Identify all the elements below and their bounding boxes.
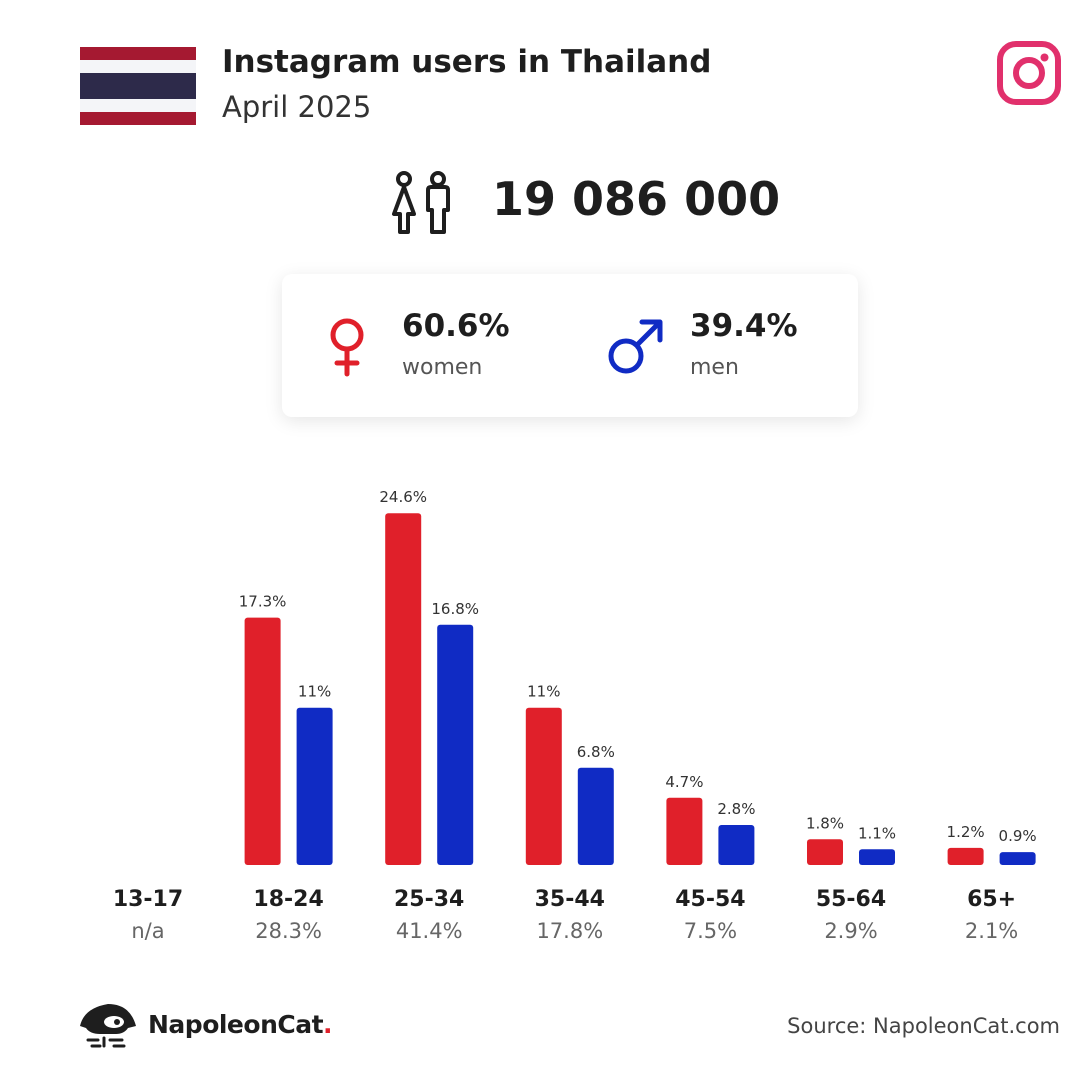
- page-title: Instagram users in Thailand: [222, 44, 712, 80]
- age-group-total: 7.5%: [684, 919, 737, 943]
- bar-label-women-35-44: 11%: [527, 683, 560, 701]
- bar-women-65+: [947, 847, 984, 865]
- brand-name: NapoleonCat: [148, 1010, 324, 1039]
- age-gender-bar-chart: 13-17 n/a 17.3% 11% 18-24 28.3% 24.6% 16.8% 25-3…: [113, 488, 1037, 943]
- napoleoncat-logo-icon: [80, 1004, 136, 1048]
- total-users: 19 086 000: [492, 172, 781, 226]
- male-icon: [608, 319, 663, 374]
- source-text: Source: NapoleonCat.com: [787, 1014, 1060, 1038]
- bar-women-55-64: [807, 839, 843, 865]
- bar-men-45-54: [718, 824, 755, 865]
- age-group-total: 17.8%: [536, 919, 603, 943]
- bar-label-men-25-34: 16.8%: [431, 600, 479, 618]
- instagram-icon: [997, 41, 1061, 105]
- page-subtitle: April 2025: [222, 90, 372, 124]
- people-icon: [392, 171, 450, 234]
- age-group-total: 28.3%: [255, 919, 322, 943]
- bar-label-men-65+: 0.9%: [999, 827, 1037, 845]
- thailand-flag-icon: [80, 47, 196, 125]
- gender-card: 60.6% women 39.4% men: [282, 274, 858, 417]
- men-label: men: [690, 355, 739, 380]
- bar-women-18-24: [244, 617, 281, 865]
- age-group-total: 2.1%: [965, 919, 1018, 943]
- age-group-total: 2.9%: [824, 919, 877, 943]
- bar-women-35-44: [525, 707, 562, 865]
- age-group-label: 25-34: [394, 887, 464, 912]
- bar-label-women-55-64: 1.8%: [806, 814, 844, 832]
- bar-women-45-54: [666, 797, 703, 865]
- bar-label-men-18-24: 11%: [298, 683, 331, 701]
- female-icon: [330, 318, 364, 377]
- bar-label-women-65+: 1.2%: [947, 823, 985, 841]
- women-label: women: [402, 355, 483, 380]
- bar-label-men-55-64: 1.1%: [858, 824, 896, 842]
- brand-dot: .: [323, 1010, 333, 1039]
- age-group-label: 18-24: [253, 887, 323, 912]
- footer-brand: NapoleonCat.: [148, 1010, 333, 1039]
- bar-label-women-18-24: 17.3%: [239, 593, 287, 611]
- bar-label-men-35-44: 6.8%: [577, 743, 615, 761]
- men-percentage: 39.4%: [690, 308, 798, 344]
- bar-men-18-24: [296, 707, 333, 865]
- bar-label-men-45-54: 2.8%: [717, 800, 755, 818]
- age-group-label: 65+: [967, 887, 1016, 912]
- age-group-label: 35-44: [535, 887, 605, 912]
- women-percentage: 60.6%: [402, 308, 510, 344]
- bar-men-35-44: [577, 767, 614, 865]
- age-group-total: n/a: [131, 919, 164, 943]
- bar-women-25-34: [385, 513, 422, 865]
- age-group-total: 41.4%: [396, 919, 463, 943]
- bar-men-25-34: [437, 624, 474, 865]
- bar-label-women-25-34: 24.6%: [379, 488, 427, 506]
- age-group-label: 55-64: [816, 887, 886, 912]
- bar-men-65+: [999, 852, 1036, 865]
- bar-men-55-64: [859, 849, 895, 865]
- bar-label-women-45-54: 4.7%: [665, 773, 703, 791]
- age-group-label: 13-17: [113, 887, 183, 912]
- age-group-label: 45-54: [675, 887, 745, 912]
